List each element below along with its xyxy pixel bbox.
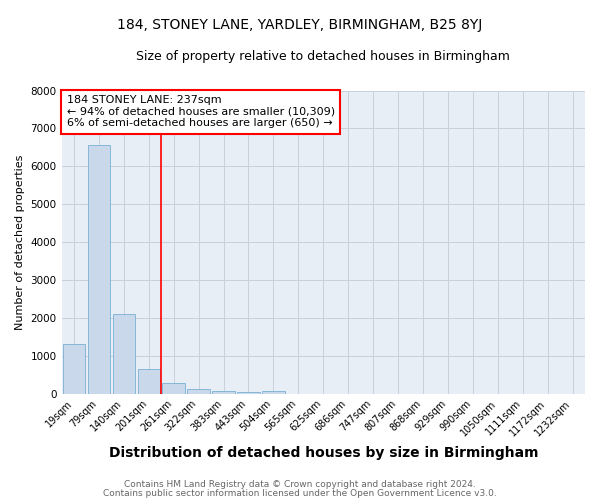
Bar [63,344,85,394]
Title: Size of property relative to detached houses in Birmingham: Size of property relative to detached ho… [136,50,510,63]
Bar [113,314,135,394]
Text: Contains HM Land Registry data © Crown copyright and database right 2024.: Contains HM Land Registry data © Crown c… [124,480,476,489]
Text: 184, STONEY LANE, YARDLEY, BIRMINGHAM, B25 8YJ: 184, STONEY LANE, YARDLEY, BIRMINGHAM, B… [118,18,482,32]
Bar [212,390,235,394]
Bar [88,146,110,394]
Text: Contains public sector information licensed under the Open Government Licence v3: Contains public sector information licen… [103,489,497,498]
Bar [137,369,160,394]
Y-axis label: Number of detached properties: Number of detached properties [15,154,25,330]
Bar [262,391,284,394]
Bar [163,382,185,394]
Text: 184 STONEY LANE: 237sqm
← 94% of detached houses are smaller (10,309)
6% of semi: 184 STONEY LANE: 237sqm ← 94% of detache… [67,95,335,128]
Bar [187,388,210,394]
Bar [237,392,260,394]
X-axis label: Distribution of detached houses by size in Birmingham: Distribution of detached houses by size … [109,446,538,460]
